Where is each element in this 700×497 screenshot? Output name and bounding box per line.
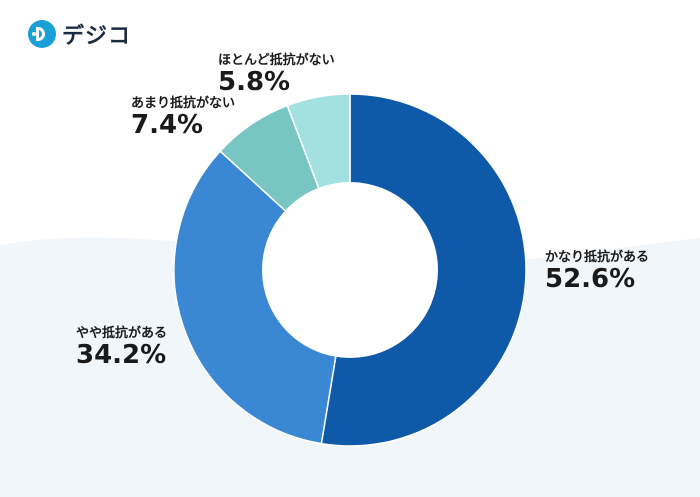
logo-icon <box>28 20 56 48</box>
slice-category-label: やや抵抗がある <box>76 326 168 341</box>
slice-label-kanari: かなり抵抗がある 52.6% <box>545 246 649 295</box>
slice-percent-label: 5.8% <box>218 67 291 97</box>
slice-category-label: かなり抵抗がある <box>545 250 650 265</box>
donut-hole <box>262 182 438 358</box>
slice-percent-label: 7.4% <box>131 110 204 140</box>
donut-slice-1 <box>173 150 351 445</box>
slice-percent-label: 52.6% <box>545 264 636 294</box>
slice-label-amari: あまり抵抗がない 7.4% <box>131 92 235 141</box>
logo: デジコ <box>28 18 131 50</box>
slice-percent-label: 34.2% <box>76 340 167 370</box>
slice-label-hotondo: ほとんど抵抗がない 5.8% <box>218 49 335 98</box>
slice-category-label: あまり抵抗がない <box>131 96 236 111</box>
slice-label-yaya: やや抵抗がある 34.2% <box>76 322 167 371</box>
slice-category-label: ほとんど抵抗がない <box>218 53 335 68</box>
logo-text: デジコ <box>62 24 132 49</box>
